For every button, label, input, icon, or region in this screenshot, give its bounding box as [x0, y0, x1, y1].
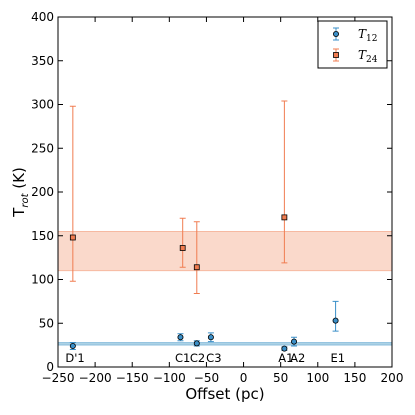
x-tick-label: 200: [381, 371, 404, 385]
x-tick-label: 50: [273, 371, 288, 385]
band-24: [58, 231, 392, 271]
series-layer: [69, 100, 339, 352]
region-label: E1: [331, 351, 346, 365]
x-tick-label: −200: [79, 371, 112, 385]
x-tick-label: 0: [240, 371, 248, 385]
data-point: [193, 264, 200, 271]
x-tick-label: 100: [306, 371, 329, 385]
axes-layer: −250 −200 −150 −100 −50 0 50 100 150 200 0 50 100 150…: [31, 10, 403, 385]
series-12: [69, 300, 339, 352]
legend-label: T12: [358, 27, 377, 44]
y-tick-label: 350: [31, 54, 54, 68]
data-point: [179, 245, 186, 251]
y-axis-label-sub: rot: [20, 192, 31, 207]
region-label: C1: [175, 351, 190, 365]
legend-marker-circle: [332, 30, 339, 37]
y-tick-label: 50: [39, 316, 54, 330]
legend-marker-square: [333, 52, 339, 58]
region-label: A2: [290, 351, 305, 365]
data-point: [332, 317, 339, 324]
x-tick-label: −100: [153, 371, 186, 385]
data-point: [177, 334, 184, 341]
region-label: C3: [206, 351, 221, 365]
data-point: [193, 340, 200, 347]
data-point: [281, 345, 288, 352]
y-tick-label: 400: [31, 10, 54, 24]
region-label: D'1: [65, 351, 84, 365]
legend-label-main: T: [358, 48, 367, 62]
data-point: [207, 334, 214, 341]
bands-layer: [58, 230, 392, 346]
y-axis-label-main: T: [10, 207, 28, 218]
y-tick-label: 300: [31, 98, 54, 112]
y-tick-label: 250: [31, 141, 54, 155]
band-12: [58, 342, 392, 346]
series-24: [69, 100, 288, 294]
data-point: [69, 342, 76, 349]
legend-label-sub: 12: [366, 34, 377, 44]
x-tick-label: −150: [116, 371, 149, 385]
legend-label: T24: [358, 48, 378, 65]
plot-frame: [57, 16, 393, 368]
y-axis-label-unit: (K): [10, 167, 28, 193]
y-tick-label: 150: [31, 229, 54, 243]
x-tick-label: 150: [343, 371, 366, 385]
y-tick-label: 200: [31, 185, 54, 199]
legend-label-sub: 24: [366, 55, 378, 65]
x-tick-label: −250: [42, 371, 75, 385]
region-label: C2: [190, 351, 205, 365]
y-tick-label: 0: [46, 360, 54, 374]
y-tick-label: 100: [31, 273, 54, 287]
legend-box: [317, 20, 388, 69]
y-axis-label: Trot (K): [10, 167, 31, 218]
legend-label-main: T: [358, 27, 367, 41]
x-axis-label: Offset (pc): [185, 385, 264, 403]
data-point: [281, 214, 288, 221]
region-label: A1: [278, 351, 293, 365]
x-tick-label: −50: [194, 371, 219, 385]
data-point: [69, 234, 76, 241]
data-point: [291, 338, 298, 345]
